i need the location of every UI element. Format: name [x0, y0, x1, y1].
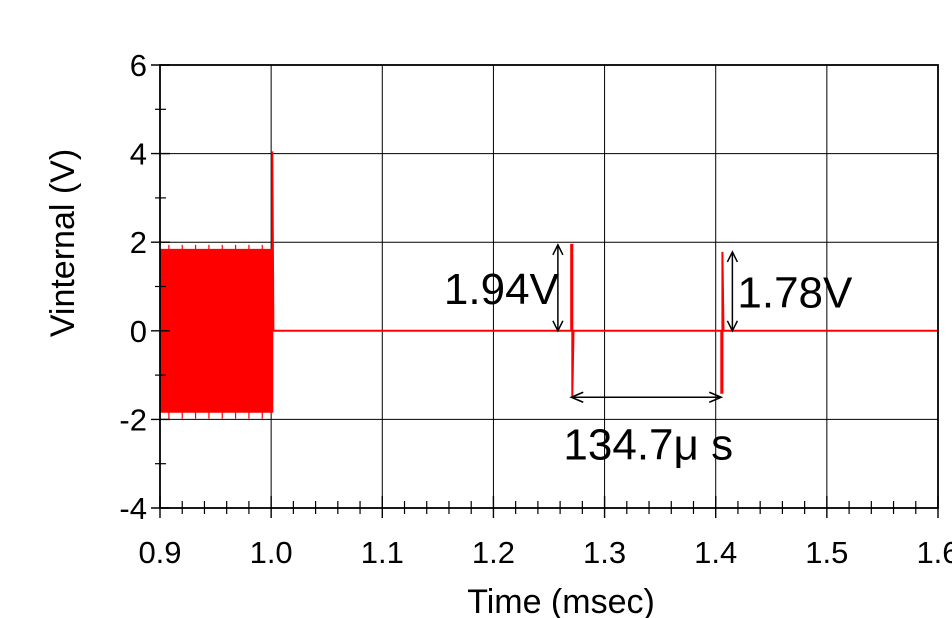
interval-annotation: 134.7μ s: [563, 420, 733, 469]
amplitude-annotation: 1.78V: [737, 268, 853, 317]
y-axis-title: Vinternal (V): [44, 149, 82, 337]
arrow-head-up: [726, 250, 739, 263]
x-tick-label: 1.5: [805, 535, 848, 570]
annotations: 1.94V 1.78V 134.7μ s: [444, 243, 853, 469]
x-tick-labels: 0.9 1.0 1.1 1.2 1.3 1.4 1.5 1.6: [138, 535, 952, 570]
arrow-head-right: [708, 391, 724, 403]
x-axis-title: Time (msec): [467, 583, 655, 618]
y-tick-labels: 6 4 2 0 -2 -4: [119, 48, 147, 526]
x-tick-label: 1.6: [916, 535, 952, 570]
x-tick-label: 1.0: [250, 535, 293, 570]
arrow-head-up: [552, 243, 564, 256]
arrow-head-down: [552, 320, 564, 333]
y-tick-label: 2: [130, 225, 147, 260]
series-line: [271, 151, 938, 413]
x-tick-label: 1.2: [472, 535, 515, 570]
y-tick-label: 6: [130, 48, 147, 83]
x-tick-label: 0.9: [138, 535, 181, 570]
arrow-head-left: [569, 391, 584, 403]
x-tick-label: 1.1: [361, 535, 404, 570]
signal-burst: [160, 248, 273, 413]
y-tick-label: 4: [130, 137, 147, 172]
y-tick-label: -2: [119, 402, 147, 437]
x-tick-label: 1.3: [583, 535, 626, 570]
amplitude-annotation: 1.94V: [444, 265, 560, 314]
y-tick-label: -4: [119, 491, 147, 526]
arrow-head-down: [726, 320, 739, 333]
series-layer: [160, 151, 938, 419]
y-tick-label: 0: [130, 314, 147, 349]
x-tick-label: 1.4: [694, 535, 737, 570]
ticks: [151, 64, 939, 518]
